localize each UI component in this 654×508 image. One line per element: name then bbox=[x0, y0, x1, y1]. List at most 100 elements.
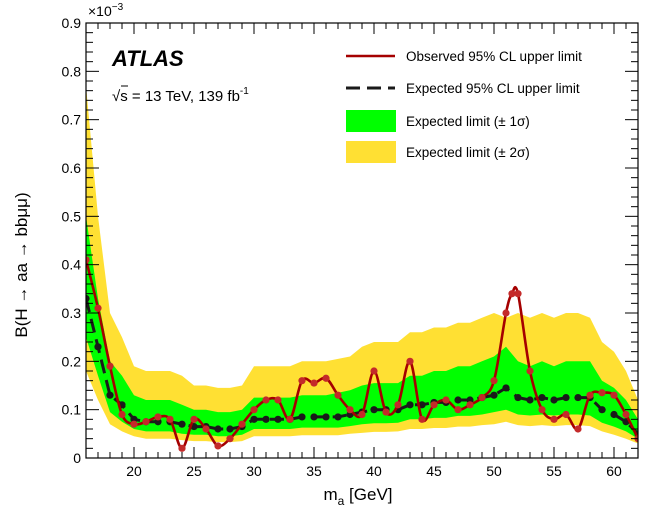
x-axis: 20 25 30 35 40 45 50 55 60 bbox=[85, 23, 639, 479]
expected-1sigma-band bbox=[86, 216, 638, 439]
expected-point bbox=[226, 425, 234, 433]
observed-point bbox=[94, 304, 102, 312]
x-tick-label: 50 bbox=[486, 463, 502, 479]
observed-point bbox=[562, 410, 570, 419]
x-tick-label: 20 bbox=[126, 463, 142, 479]
legend-label: Expected limit (± 2σ) bbox=[406, 145, 530, 160]
observed-point bbox=[418, 415, 426, 423]
legend-label: Observed 95% CL upper limit bbox=[406, 49, 582, 64]
observed-point bbox=[454, 406, 462, 414]
observed-point bbox=[358, 410, 366, 419]
expected-point bbox=[490, 391, 498, 399]
y-axis-label: B(H → aa → bbμμ) bbox=[12, 192, 31, 337]
observed-point bbox=[250, 406, 258, 414]
observed-point bbox=[382, 408, 390, 416]
y-axis: 0 0.1 0.2 0.3 0.4 0.5 0.6 0.7 0.8 0.9 bbox=[62, 15, 638, 466]
y-tick-label: 0.7 bbox=[62, 112, 82, 128]
y-tick-label: 0.1 bbox=[62, 402, 82, 418]
expected-point bbox=[274, 415, 282, 423]
observed-point bbox=[478, 393, 486, 402]
expected-point bbox=[370, 406, 378, 414]
observed-point bbox=[118, 410, 126, 419]
observed-point bbox=[106, 362, 114, 370]
observed-point bbox=[178, 444, 186, 452]
legend-item-observed: Observed 95% CL upper limit bbox=[346, 49, 582, 64]
y-tick-label: 0.2 bbox=[62, 353, 82, 369]
observed-point bbox=[346, 406, 354, 414]
y-tick-label: 0.6 bbox=[62, 160, 82, 176]
observed-point bbox=[238, 420, 246, 428]
observed-point bbox=[574, 425, 582, 433]
y-tick-label: 0.9 bbox=[62, 15, 82, 31]
expected-point bbox=[406, 401, 414, 409]
observed-point bbox=[508, 290, 516, 298]
observed-point bbox=[394, 401, 402, 409]
observed-point bbox=[190, 415, 198, 423]
observed-point bbox=[154, 413, 162, 421]
expected-point bbox=[550, 396, 558, 404]
observed-point bbox=[490, 377, 498, 385]
legend-item-band1: Expected limit (± 1σ) bbox=[346, 110, 530, 132]
expected-point bbox=[562, 393, 570, 402]
y-tick-label: 0 bbox=[73, 450, 81, 466]
observed-point bbox=[274, 396, 282, 404]
legend-label: Expected limit (± 1σ) bbox=[406, 114, 530, 129]
observed-point bbox=[130, 420, 138, 428]
observed-point bbox=[86, 256, 90, 264]
expected-point bbox=[334, 413, 342, 421]
observed-point bbox=[610, 391, 618, 399]
observed-point bbox=[214, 442, 222, 450]
observed-point bbox=[226, 435, 234, 443]
observed-point bbox=[286, 415, 294, 423]
observed-point bbox=[310, 379, 318, 387]
legend-label: Expected 95% CL upper limit bbox=[406, 81, 580, 96]
expected-point bbox=[310, 413, 318, 421]
atlas-label: ATLAS bbox=[111, 46, 184, 71]
observed-point bbox=[142, 418, 150, 426]
observed-point bbox=[538, 406, 546, 414]
expected-point bbox=[106, 391, 114, 399]
expected-point bbox=[574, 393, 582, 402]
x-tick-label: 30 bbox=[246, 463, 262, 479]
expected-point bbox=[86, 294, 90, 303]
expected-point bbox=[298, 413, 306, 421]
observed-point bbox=[166, 415, 174, 423]
legend-swatch bbox=[346, 141, 396, 163]
expected-point bbox=[526, 396, 534, 404]
observed-point bbox=[202, 425, 210, 433]
expected-point bbox=[502, 384, 510, 392]
observed-point bbox=[598, 389, 606, 397]
expected-point bbox=[610, 410, 618, 419]
legend: Observed 95% CL upper limit Expected 95% … bbox=[346, 49, 582, 163]
observed-point bbox=[298, 377, 306, 385]
expected-point bbox=[178, 420, 186, 428]
energy-luminosity-label: √s = 13 TeV, 139 fb-1 bbox=[112, 86, 249, 105]
x-tick-label: 45 bbox=[426, 463, 442, 479]
x-tick-label: 40 bbox=[366, 463, 382, 479]
expected-point bbox=[598, 406, 606, 414]
x-axis-label: ma [GeV] bbox=[323, 485, 392, 508]
observed-point bbox=[322, 374, 330, 382]
x-tick-label: 55 bbox=[546, 463, 562, 479]
y-tick-label: 0.3 bbox=[62, 305, 82, 321]
x-tick-label: 25 bbox=[186, 463, 202, 479]
observed-point bbox=[262, 396, 270, 404]
y-axis-multiplier: ×10−3 bbox=[88, 2, 124, 19]
legend-item-band2: Expected limit (± 2σ) bbox=[346, 141, 530, 163]
y-tick-label: 0.5 bbox=[62, 208, 82, 224]
expected-point bbox=[454, 396, 462, 404]
expected-point bbox=[214, 425, 222, 433]
observed-point bbox=[622, 410, 630, 419]
observed-point bbox=[442, 396, 450, 404]
observed-point bbox=[514, 290, 522, 298]
observed-point bbox=[430, 401, 438, 409]
expected-point bbox=[538, 393, 546, 402]
observed-point bbox=[586, 391, 594, 399]
observed-point bbox=[370, 367, 378, 375]
expected-point bbox=[94, 343, 102, 351]
observed-limit-points bbox=[86, 256, 638, 452]
y-tick-label: 0.4 bbox=[62, 257, 82, 273]
x-tick-label: 60 bbox=[606, 463, 622, 479]
legend-item-expected: Expected 95% CL upper limit bbox=[346, 81, 580, 96]
observed-point bbox=[334, 391, 342, 399]
